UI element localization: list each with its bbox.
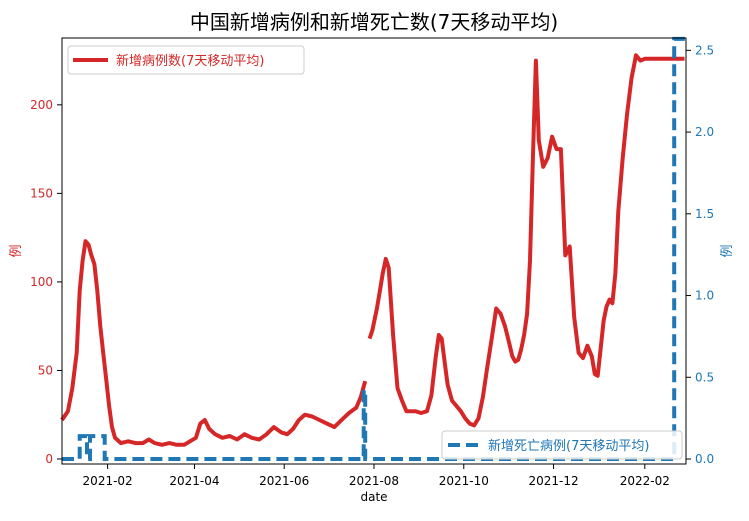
y-right-tick-label: 2.0 [695,125,714,139]
y-right-tick-label: 1.5 [695,207,714,221]
x-tick-label: 2021-08 [349,474,399,488]
y-axis-left: 0 50 100 150 200 [30,98,62,466]
y-right-tick-label: 1.0 [695,289,714,303]
y-left-tick-label: 200 [30,98,53,112]
y-left-tick-label: 50 [38,363,53,377]
chart-title: 中国新增病例和新增死亡数(7天移动平均) [190,10,558,34]
y-left-tick-label: 100 [30,275,53,289]
legend-deaths-box [441,430,683,460]
x-tick-label: 2021-06 [259,474,309,488]
series-layer [60,36,686,461]
x-axis-label: date [360,490,387,504]
legend-cases-label: 新增病例数(7天移动平均) [116,53,264,69]
y-left-tick-label: 0 [45,452,53,466]
x-tick-label: 2021-10 [439,474,489,488]
x-tick-label: 2022-02 [620,474,670,488]
x-axis: 2021-02 2021-04 2021-06 2021-08 2021-10 2021-… [83,464,670,488]
y-right-tick-label: 0.5 [695,370,714,384]
series-line-deaths [62,36,686,461]
y-right-tick-label: 0.0 [695,452,714,466]
legend-deaths: 新增死亡病例(7天移动平均) [441,430,683,460]
y-right-tick-label: 2.5 [695,43,714,57]
legend-cases: 新增病例数(7天移动平均) [67,45,305,75]
y-axis-label-left: 例 [9,244,24,257]
plot-frame [61,37,687,465]
y-left-tick-label: 150 [30,186,53,200]
y-axis-right: 0.0 0.5 1.0 1.5 2.0 2.5 [686,43,714,466]
legend-deaths-label: 新增死亡病例(7天移动平均) [488,438,649,454]
series-line-cases [60,53,685,447]
x-tick-label: 2021-04 [169,474,219,488]
legend-cases-box [67,45,305,75]
y-axis-label-right: 例 [720,244,735,257]
x-tick-label: 2021-12 [528,474,578,488]
x-tick-label: 2021-02 [83,474,133,488]
